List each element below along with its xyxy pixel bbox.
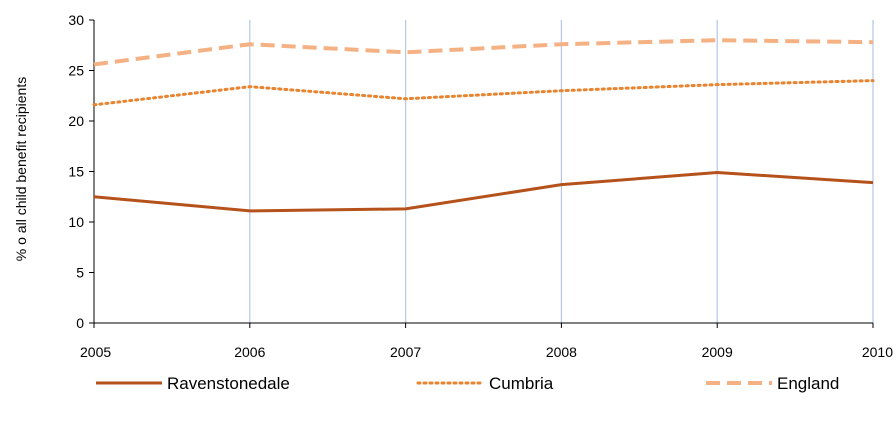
x-tick-labels: 2005 2006 2007 2008 2009 2010: [80, 344, 893, 360]
x-tick-label: 2005: [80, 344, 111, 360]
y-tick-label: 0: [76, 315, 84, 331]
x-tick-label: 2006: [234, 344, 265, 360]
x-tick-label: 2009: [702, 344, 733, 360]
legend-label: Ravenstonedale: [167, 374, 290, 393]
legend-label: Cumbria: [489, 374, 554, 393]
x-tick-label: 2010: [862, 344, 893, 360]
y-tick-label: 5: [76, 265, 84, 281]
series-lines: [92, 38, 875, 213]
y-tick-label: 30: [68, 12, 84, 28]
series-line-cumbria: [92, 79, 875, 107]
x-tick-label: 2007: [390, 344, 421, 360]
grid-lines: [249, 20, 874, 323]
y-axis-title: % o all child benefit recipients: [13, 77, 29, 261]
legend: Ravenstonedale Cumbria England: [96, 374, 839, 393]
series-line-england: [93, 38, 874, 67]
legend-label: England: [777, 374, 839, 393]
y-tick-label: 25: [68, 63, 84, 79]
axes: [89, 19, 874, 328]
x-tick-label: 2008: [546, 344, 577, 360]
y-tick-label: 15: [68, 164, 84, 180]
series-line-ravenstonedale: [93, 171, 874, 213]
y-tick-labels: 0 5 10 15 20 25 30: [68, 12, 84, 331]
y-tick-label: 20: [68, 113, 84, 129]
y-tick-label: 10: [68, 214, 84, 230]
